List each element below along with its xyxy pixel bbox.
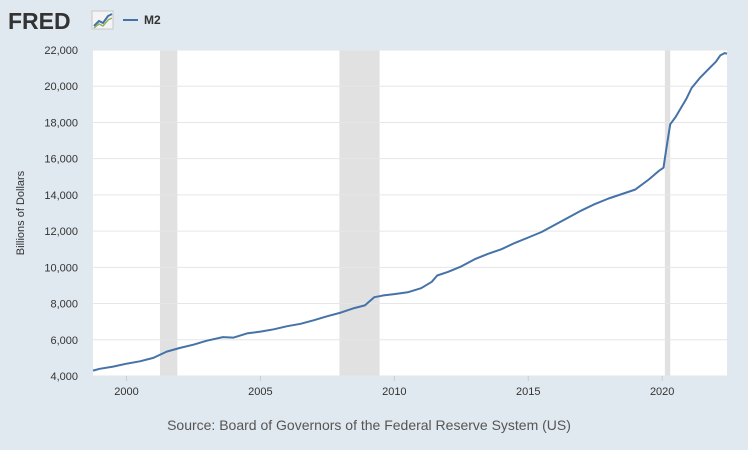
series-line-m2[interactable] — [92, 52, 728, 372]
y-tick-label: 6,000 — [50, 335, 78, 347]
y-tick-label: 8,000 — [50, 299, 78, 311]
y-tick-label: 18,000 — [44, 117, 78, 129]
fred-logo[interactable]: FRED — [8, 8, 71, 34]
y-tick-label: 12,000 — [44, 226, 78, 238]
x-tick-label: 2005 — [248, 386, 272, 398]
recession-bands — [159, 50, 671, 376]
series-layer — [92, 52, 728, 372]
x-tick-label: 2010 — [382, 386, 406, 398]
trend-chart-icon — [91, 10, 114, 30]
plot-area — [93, 50, 727, 376]
y-tick-label: 16,000 — [44, 154, 78, 166]
legend[interactable]: M2 — [123, 13, 161, 27]
y-axis-label: Billions of Dollars — [15, 170, 27, 255]
x-tick-label: 2015 — [516, 386, 540, 398]
x-tick-label: 2020 — [650, 386, 674, 398]
chart-header: FRED M2 — [8, 8, 161, 34]
x-axis-ticks: 2000 2005 2010 2015 2020 — [114, 376, 674, 398]
recession-band-2 — [339, 50, 380, 376]
y-tick-label: 10,000 — [44, 262, 78, 274]
y-tick-label: 14,000 — [44, 190, 78, 202]
recession-band-3 — [664, 50, 671, 376]
x-tick-label: 2000 — [114, 386, 138, 398]
legend-label-m2: M2 — [144, 13, 161, 27]
gridlines — [93, 49, 727, 377]
recession-band-1 — [159, 50, 178, 376]
y-tick-label: 4,000 — [50, 371, 78, 383]
source-note[interactable]: Source: Board of Governors of the Federa… — [167, 417, 571, 433]
y-tick-label: 20,000 — [44, 81, 78, 93]
y-axis-ticks: 4,000 6,000 8,000 10,000 12,000 14,000 16,000 1… — [44, 45, 78, 383]
y-tick-label: 22,000 — [44, 45, 78, 57]
